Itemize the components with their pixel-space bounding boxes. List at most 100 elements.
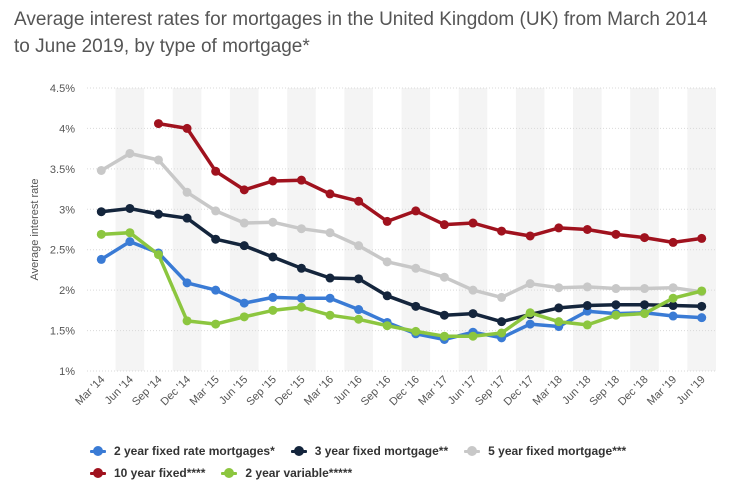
- series-line-2: [99, 151, 704, 300]
- data-point: [468, 285, 478, 295]
- data-point: [497, 226, 507, 236]
- y-tick-label: 4.5%: [50, 83, 75, 95]
- data-point: [211, 285, 221, 295]
- data-point: [125, 148, 135, 158]
- legend-swatch: [464, 446, 481, 456]
- x-tick-label: Mar '18: [531, 374, 565, 408]
- x-tick-label: Sep '15: [244, 374, 279, 409]
- y-tick-label: 4%: [59, 123, 75, 135]
- data-point: [96, 229, 106, 239]
- data-point: [382, 216, 392, 226]
- data-point: [96, 165, 106, 175]
- x-tick-label: Dec '18: [616, 374, 651, 409]
- data-point: [439, 331, 449, 341]
- legend-swatch: [90, 446, 106, 456]
- data-point: [697, 301, 707, 311]
- data-point: [668, 283, 678, 293]
- data-point: [153, 119, 163, 129]
- series-line-1: [99, 206, 704, 324]
- data-point: [325, 293, 335, 303]
- x-tick-label: Mar '14: [73, 374, 107, 408]
- data-point: [611, 229, 621, 239]
- data-point: [239, 312, 249, 322]
- data-point: [525, 231, 535, 241]
- legend-swatch: [221, 468, 238, 478]
- data-point: [296, 293, 306, 303]
- data-point: [354, 314, 364, 324]
- data-point: [153, 155, 163, 165]
- data-point: [525, 279, 535, 289]
- legend-label: 2 year variable*****: [245, 466, 353, 480]
- data-point: [582, 225, 592, 234]
- legend-item-2-year-fixed[interactable]: 2 year fixed rate mortgages*: [90, 444, 275, 458]
- data-point: [554, 303, 564, 313]
- legend-item-10-year-fixed[interactable]: 10 year fixed****: [90, 466, 205, 480]
- chart-title: Average interest rates for mortgages in …: [14, 9, 708, 57]
- data-point: [239, 241, 249, 251]
- legend-swatch: [290, 446, 307, 456]
- data-point: [439, 310, 449, 320]
- data-point: [582, 301, 592, 311]
- data-point: [268, 292, 278, 302]
- data-point: [640, 300, 650, 310]
- data-point: [497, 328, 507, 338]
- data-point: [525, 319, 535, 329]
- x-tick-label: Sep '18: [587, 374, 622, 409]
- x-tick-label: Sep '16: [359, 374, 394, 409]
- data-point: [239, 298, 249, 308]
- legend-label: 2 year fixed rate mortgages*: [114, 444, 275, 458]
- x-tick-label: Mar '17: [416, 374, 450, 408]
- data-point: [125, 237, 135, 247]
- x-tick-label: Dec '17: [502, 374, 537, 409]
- plot-band: [229, 88, 259, 371]
- y-tick-label: 2%: [59, 285, 75, 297]
- data-point: [439, 220, 449, 230]
- series-line-3: [156, 121, 704, 245]
- data-point: [239, 218, 249, 228]
- x-tick-label: Dec '14: [159, 374, 194, 409]
- data-point: [96, 207, 106, 217]
- x-tick-label: Mar '16: [302, 374, 336, 408]
- data-point: [468, 331, 478, 341]
- data-point: [296, 302, 306, 312]
- data-point: [354, 196, 364, 206]
- data-point: [554, 223, 564, 233]
- data-point: [611, 284, 621, 294]
- legend-item-2-year-variable[interactable]: 2 year variable*****: [221, 466, 352, 480]
- data-point: [296, 224, 306, 234]
- legend-swatch: [90, 468, 106, 478]
- data-point: [354, 305, 364, 315]
- legend-label: 10 year fixed****: [114, 466, 206, 480]
- data-point: [525, 308, 535, 318]
- plot-band: [687, 88, 716, 371]
- data-point: [325, 189, 335, 199]
- data-point: [125, 228, 135, 238]
- x-tick-label: Dec '15: [273, 374, 308, 409]
- plot-band: [344, 88, 373, 371]
- data-point: [611, 310, 621, 320]
- plot-band: [401, 88, 431, 371]
- data-point: [211, 166, 221, 176]
- data-point: [697, 313, 707, 323]
- data-point: [382, 257, 392, 267]
- legend-item-5-year-fixed[interactable]: 5 year fixed mortgage***: [464, 444, 626, 458]
- data-point: [697, 233, 707, 243]
- data-point: [182, 213, 192, 223]
- data-point: [468, 218, 478, 228]
- y-axis-label: Average interest rate: [29, 179, 41, 281]
- legend-label: 5 year fixed mortgage***: [488, 444, 627, 458]
- data-point: [296, 263, 306, 273]
- legend-item-3-year-fixed[interactable]: 3 year fixed mortgage**: [290, 444, 448, 458]
- data-point: [697, 286, 707, 296]
- y-tick-label: 3.5%: [50, 164, 75, 176]
- data-point: [325, 228, 335, 238]
- data-point: [411, 326, 421, 336]
- data-point: [382, 291, 392, 301]
- data-point: [497, 292, 507, 302]
- data-point: [640, 309, 650, 319]
- data-point: [239, 185, 249, 195]
- data-point: [640, 284, 650, 294]
- data-point: [582, 282, 592, 292]
- data-point: [554, 317, 564, 327]
